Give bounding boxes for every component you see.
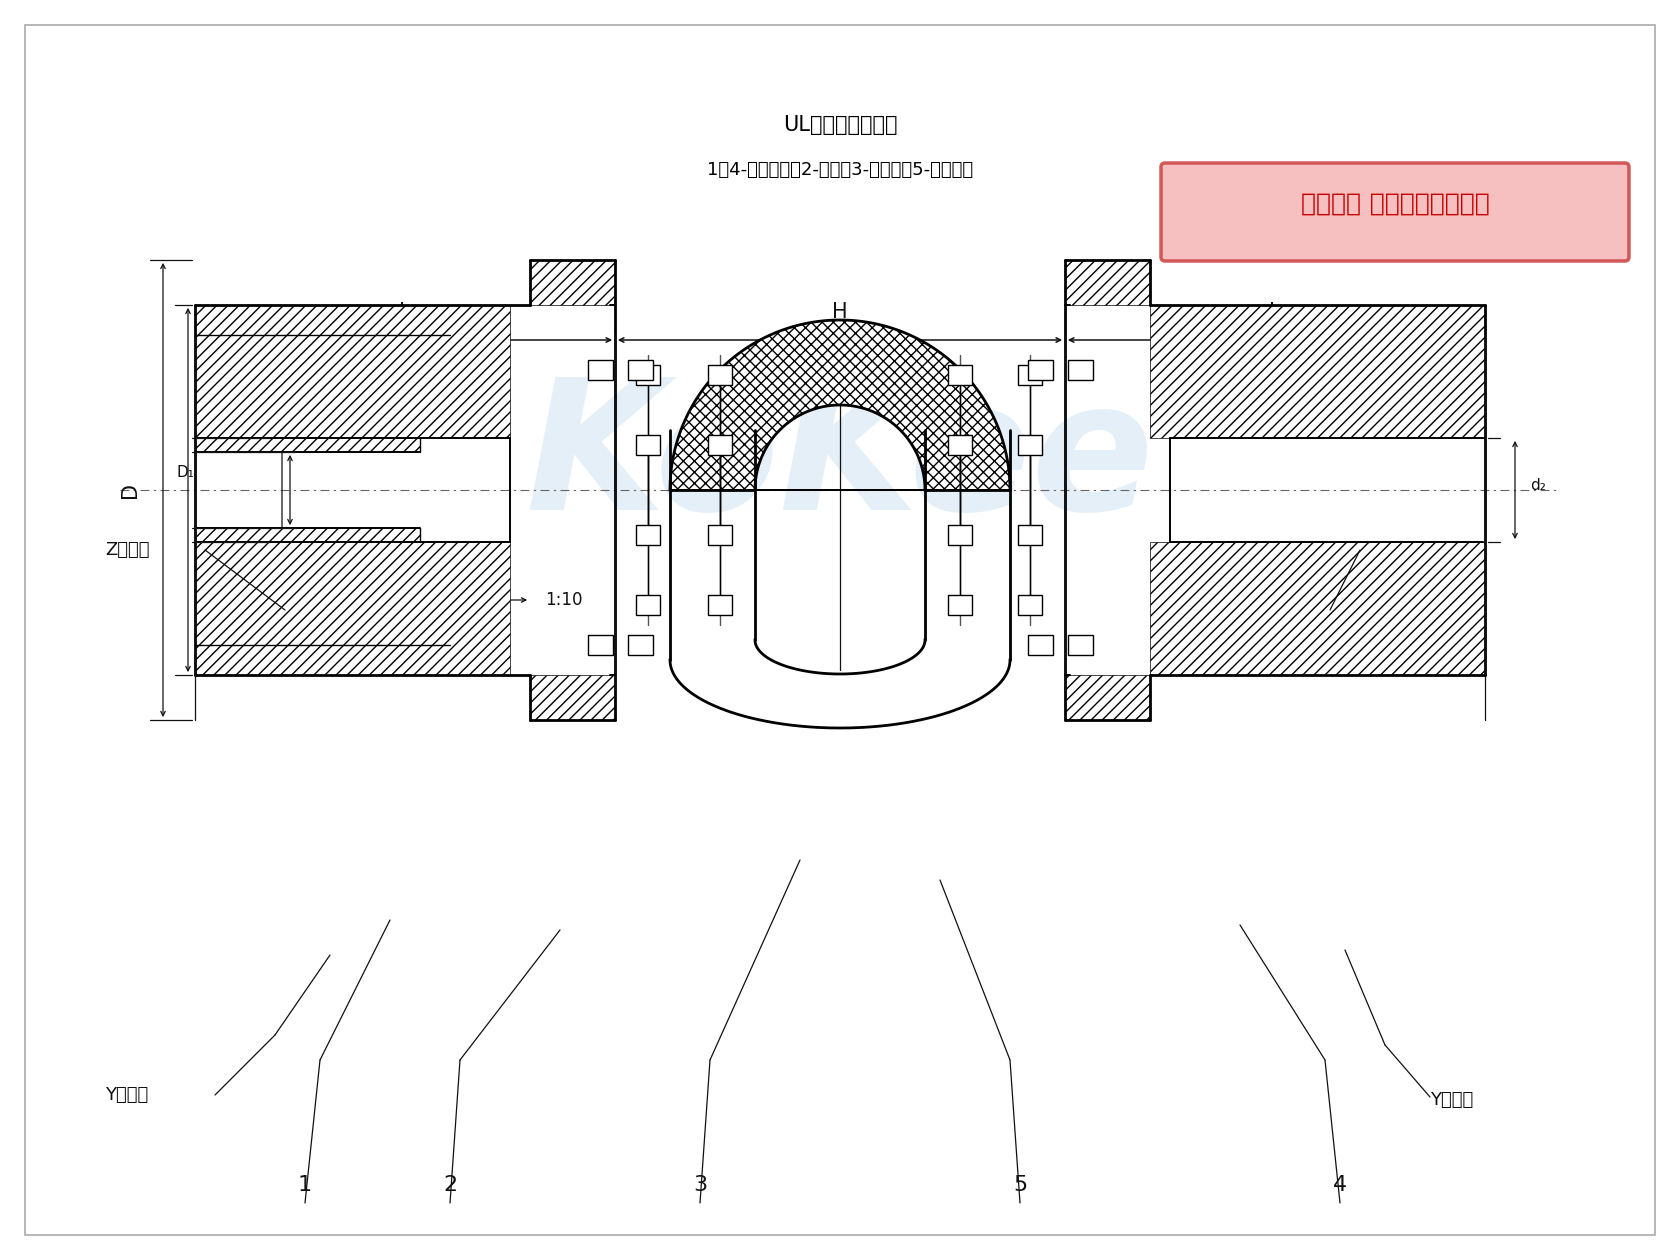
Text: d₂: d₂ [269, 423, 282, 437]
Bar [707, 595, 732, 615]
Text: UL型轮胎式联轴器: UL型轮胎式联轴器 [783, 115, 897, 135]
Polygon shape [529, 260, 615, 305]
Text: d₁: d₁ [296, 420, 309, 433]
Bar [588, 360, 613, 381]
Bar [1018, 595, 1042, 615]
Bar [707, 365, 732, 386]
Bar [707, 435, 732, 455]
Bar [1018, 365, 1042, 386]
Bar [948, 365, 973, 386]
Text: D₁: D₁ [176, 465, 193, 480]
Bar [948, 435, 973, 455]
Polygon shape [1151, 305, 1485, 438]
Bar [707, 525, 732, 546]
Bar [1068, 635, 1094, 655]
Polygon shape [195, 528, 420, 542]
Bar [637, 435, 660, 455]
Bar [1068, 360, 1094, 381]
Bar [628, 360, 654, 381]
Text: d₂: d₂ [1530, 478, 1546, 493]
Polygon shape [195, 542, 529, 675]
Bar [637, 595, 660, 615]
Bar [948, 525, 973, 546]
Bar [948, 595, 973, 615]
Text: 5: 5 [1013, 1176, 1026, 1194]
Text: 1: 1 [297, 1176, 312, 1194]
Bar [1018, 435, 1042, 455]
Text: H: H [832, 302, 848, 323]
Polygon shape [1065, 675, 1151, 719]
Text: 1、4-半联轴器；2-螺栓；3-轮胎环；5-止退垫板: 1、4-半联轴器；2-螺栓；3-轮胎环；5-止退垫板 [707, 161, 973, 179]
Text: L: L [400, 302, 412, 323]
Text: 2: 2 [444, 1176, 457, 1194]
Text: KoKee: KoKee [526, 372, 1154, 548]
Bar [588, 635, 613, 655]
Text: Z型轴孔: Z型轴孔 [104, 541, 150, 559]
Polygon shape [1151, 542, 1485, 675]
Bar [1018, 525, 1042, 546]
Bar [1028, 360, 1053, 381]
Text: Y型轴孔: Y型轴孔 [104, 1086, 148, 1104]
Polygon shape [670, 320, 1010, 490]
Text: L: L [1268, 302, 1280, 323]
Text: D: D [119, 483, 139, 498]
Polygon shape [1065, 260, 1151, 305]
Bar [1028, 635, 1053, 655]
Bar [628, 635, 654, 655]
Polygon shape [195, 438, 420, 452]
FancyBboxPatch shape [1161, 163, 1630, 261]
Bar [637, 365, 660, 386]
Text: 1:10: 1:10 [544, 591, 583, 609]
Text: 版权所有 侵权必被严厉追究: 版权所有 侵权必被严厉追究 [1300, 192, 1490, 215]
Text: Y型轴孔: Y型轴孔 [1430, 1091, 1473, 1109]
Polygon shape [195, 305, 529, 438]
Text: J₁型轴孔: J₁型轴孔 [1361, 541, 1404, 559]
Bar [637, 525, 660, 546]
Polygon shape [529, 675, 615, 719]
Text: 3: 3 [692, 1176, 707, 1194]
Text: 4: 4 [1332, 1176, 1347, 1194]
